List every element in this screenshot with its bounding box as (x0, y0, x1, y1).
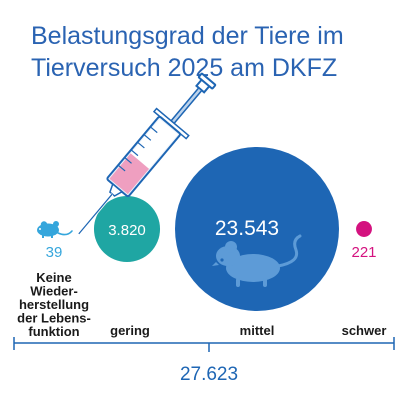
bubble-group (93, 147, 372, 311)
category-label-schwer: schwer (342, 323, 387, 338)
value-label-group: 39 3.820 23.543 221 (46, 217, 377, 261)
value-label-gering: 3.820 (108, 222, 146, 239)
category-label-mittel: mittel (240, 323, 275, 338)
bubble-mittel (175, 147, 339, 311)
syringe-icon (77, 72, 217, 235)
value-label-keine: 39 (46, 244, 63, 261)
category-label-keine: Keine Wieder-herstellung der Lebens-funkti… (17, 270, 91, 339)
chart-title-line-1: Belastungsgrad der Tiere im (31, 22, 344, 50)
value-label-schwer: 221 (351, 244, 376, 261)
total-value: 27.623 (180, 364, 238, 385)
total-bracket (13, 337, 395, 352)
value-label-mittel: 23.543 (215, 217, 279, 240)
mouse-icon (37, 221, 73, 238)
category-label-group: Keine Wieder-herstellung der Lebens-funkti… (17, 270, 386, 339)
large-mouse-icon (212, 234, 302, 287)
category-label-gering: gering (110, 323, 150, 338)
chart-title: Belastungsgrad der Tiere im Tierversuch … (31, 20, 391, 84)
bubble-schwer (356, 221, 372, 237)
chart-title-line-2: Tierversuch 2025 am DKFZ (31, 54, 338, 82)
bubble-gering (93, 195, 161, 263)
